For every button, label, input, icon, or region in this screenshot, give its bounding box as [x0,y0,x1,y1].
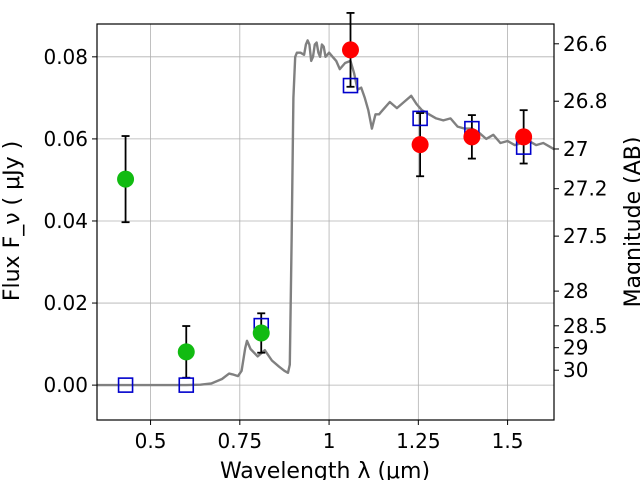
right-tick-label: 26.6 [563,32,608,56]
model-photometry-square [178,377,195,393]
measured-points-layer [117,41,533,361]
x-tick-label: 0.5 [135,429,167,453]
plot-frame [96,23,555,421]
x-tick-label: 1 [323,429,336,453]
green-data-point [252,324,270,342]
y-tick-label: 0.06 [43,127,88,151]
right-tick-label: 27.5 [563,224,608,248]
y-axis-ticks: 0.00 0.02 0.04 0.06 0.08 [43,45,97,397]
right-tick-label: 28.5 [563,314,608,338]
x-tick-label: 1.25 [396,429,441,453]
x-tick-label: 0.75 [218,429,263,453]
right-tick-label: 30 [563,358,588,382]
red-data-point [411,136,429,154]
right-tick-label: 28 [563,279,588,303]
model-sed-line [97,39,555,387]
right-tick-label: 29 [563,336,588,360]
x-tick-label: 1.5 [492,429,524,453]
red-data-point [341,41,359,59]
x-axis-ticks: 0.5 0.75 1 1.25 1.5 [135,420,524,453]
y-tick-label: 0.04 [43,209,88,233]
model-photometry-square [412,110,428,127]
y-tick-label: 0.00 [43,373,88,397]
right-tick-label: 27 [563,137,588,161]
x-axis-title: Wavelength λ (μm) [220,459,430,480]
model-sed-layer [97,39,555,387]
y-axis-title: Flux F_ν ( μJy ) [0,141,25,301]
grid [97,24,554,420]
model-photometry-layer [117,77,532,393]
right-tick-label: 26.8 [563,89,608,113]
model-photometry-square [117,377,134,393]
error-bars [121,12,528,379]
y-tick-label: 0.08 [43,45,88,69]
red-data-point [515,128,533,146]
right-axis-title: Magnitude (AB) [621,137,640,308]
green-data-point [177,343,195,361]
green-data-point [117,170,135,188]
right-axis-title-text: Magnitude (AB) [621,137,640,308]
y-tick-label: 0.02 [43,291,88,315]
right-tick-label: 27.2 [563,177,608,201]
y-axis-title-text: Flux F_ν ( μJy ) [0,141,25,301]
red-data-point [463,128,481,146]
model-photometry-square [342,77,359,94]
